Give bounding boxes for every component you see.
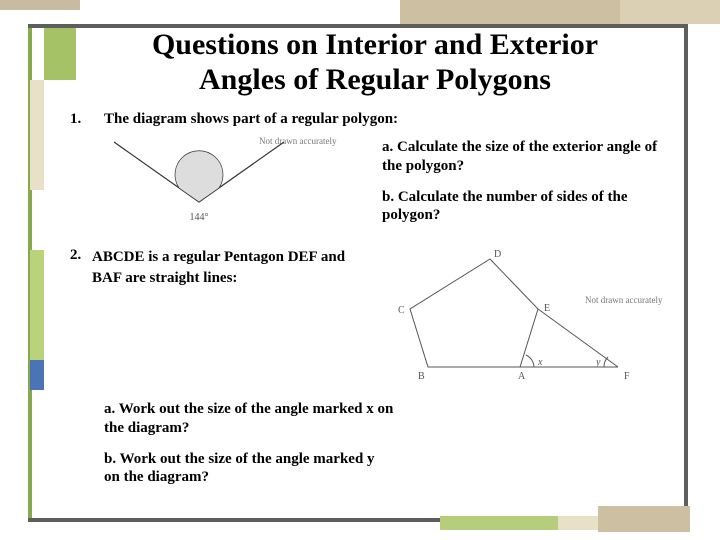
decor-bar [620,0,720,24]
question-2: 2. ABCDE is a regular Pentagon DEF and B… [70,247,680,392]
q2-figure: Not drawn accurately D E A B C Fx y [372,247,680,392]
decor-bar [30,250,44,360]
svg-text:Not drawn accurately: Not drawn accurately [259,136,337,146]
q2-left: ABCDE is a regular Pentagon DEF and BAF … [92,247,372,289]
svg-text:144°: 144° [190,212,209,223]
svg-text:A: A [518,371,526,382]
q2-diagram: Not drawn accurately D E A B C Fx y [380,247,680,392]
title-line-1: Questions on Interior and Exterior [152,28,598,61]
decor-bar [558,516,598,530]
q2-a: a. Work out the size of the angle marked… [104,400,394,438]
q2-subquestions: a. Work out the size of the angle marked… [104,400,394,487]
q1-number: 1. [70,111,104,128]
decor-bar [400,0,620,24]
decor-bar [598,506,690,532]
decor-bar [30,80,44,190]
q2-number: 2. [70,247,92,264]
decor-bar [684,24,688,522]
question-1: 1. The diagram shows part of a regular p… [70,111,680,128]
svg-text:y: y [595,357,601,368]
slide-stage: Questions on Interior and Exterior Angle… [0,0,720,540]
q1-b: b. Calculate the number of sides of the … [382,188,680,226]
q2-body: ABCDE is a regular Pentagon DEF and BAF … [92,247,680,392]
title-line-2: Angles of Regular Polygons [199,63,551,96]
q1-diagram: Not drawn accurately 144° [104,132,364,227]
q1-body: Not drawn accurately 144° a. Calculate th… [70,132,680,231]
svg-text:x: x [537,357,543,368]
decor-bar [30,360,44,390]
decor-bar [80,0,400,10]
svg-text:Not drawn accurately: Not drawn accurately [585,295,663,305]
q1-a: a. Calculate the size of the exterior an… [382,138,680,176]
svg-text:D: D [494,249,501,260]
svg-text:B: B [418,371,425,382]
q1-subquestions: a. Calculate the size of the exterior an… [374,132,680,231]
svg-text:C: C [398,305,405,316]
svg-text:E: E [544,303,550,314]
decor-bar [0,0,80,10]
slide-title: Questions on Interior and Exterior Angle… [70,28,680,97]
slide-content: Questions on Interior and Exterior Angle… [70,28,680,493]
q1-prompt: The diagram shows part of a regular poly… [104,111,680,128]
decor-bar [440,516,558,530]
q2-b: b. Work out the size of the angle marked… [104,450,394,488]
svg-text:F: F [624,371,630,382]
q1-figure: Not drawn accurately 144° [104,132,374,227]
q2-prompt: ABCDE is a regular Pentagon DEF and BAF … [92,247,372,289]
